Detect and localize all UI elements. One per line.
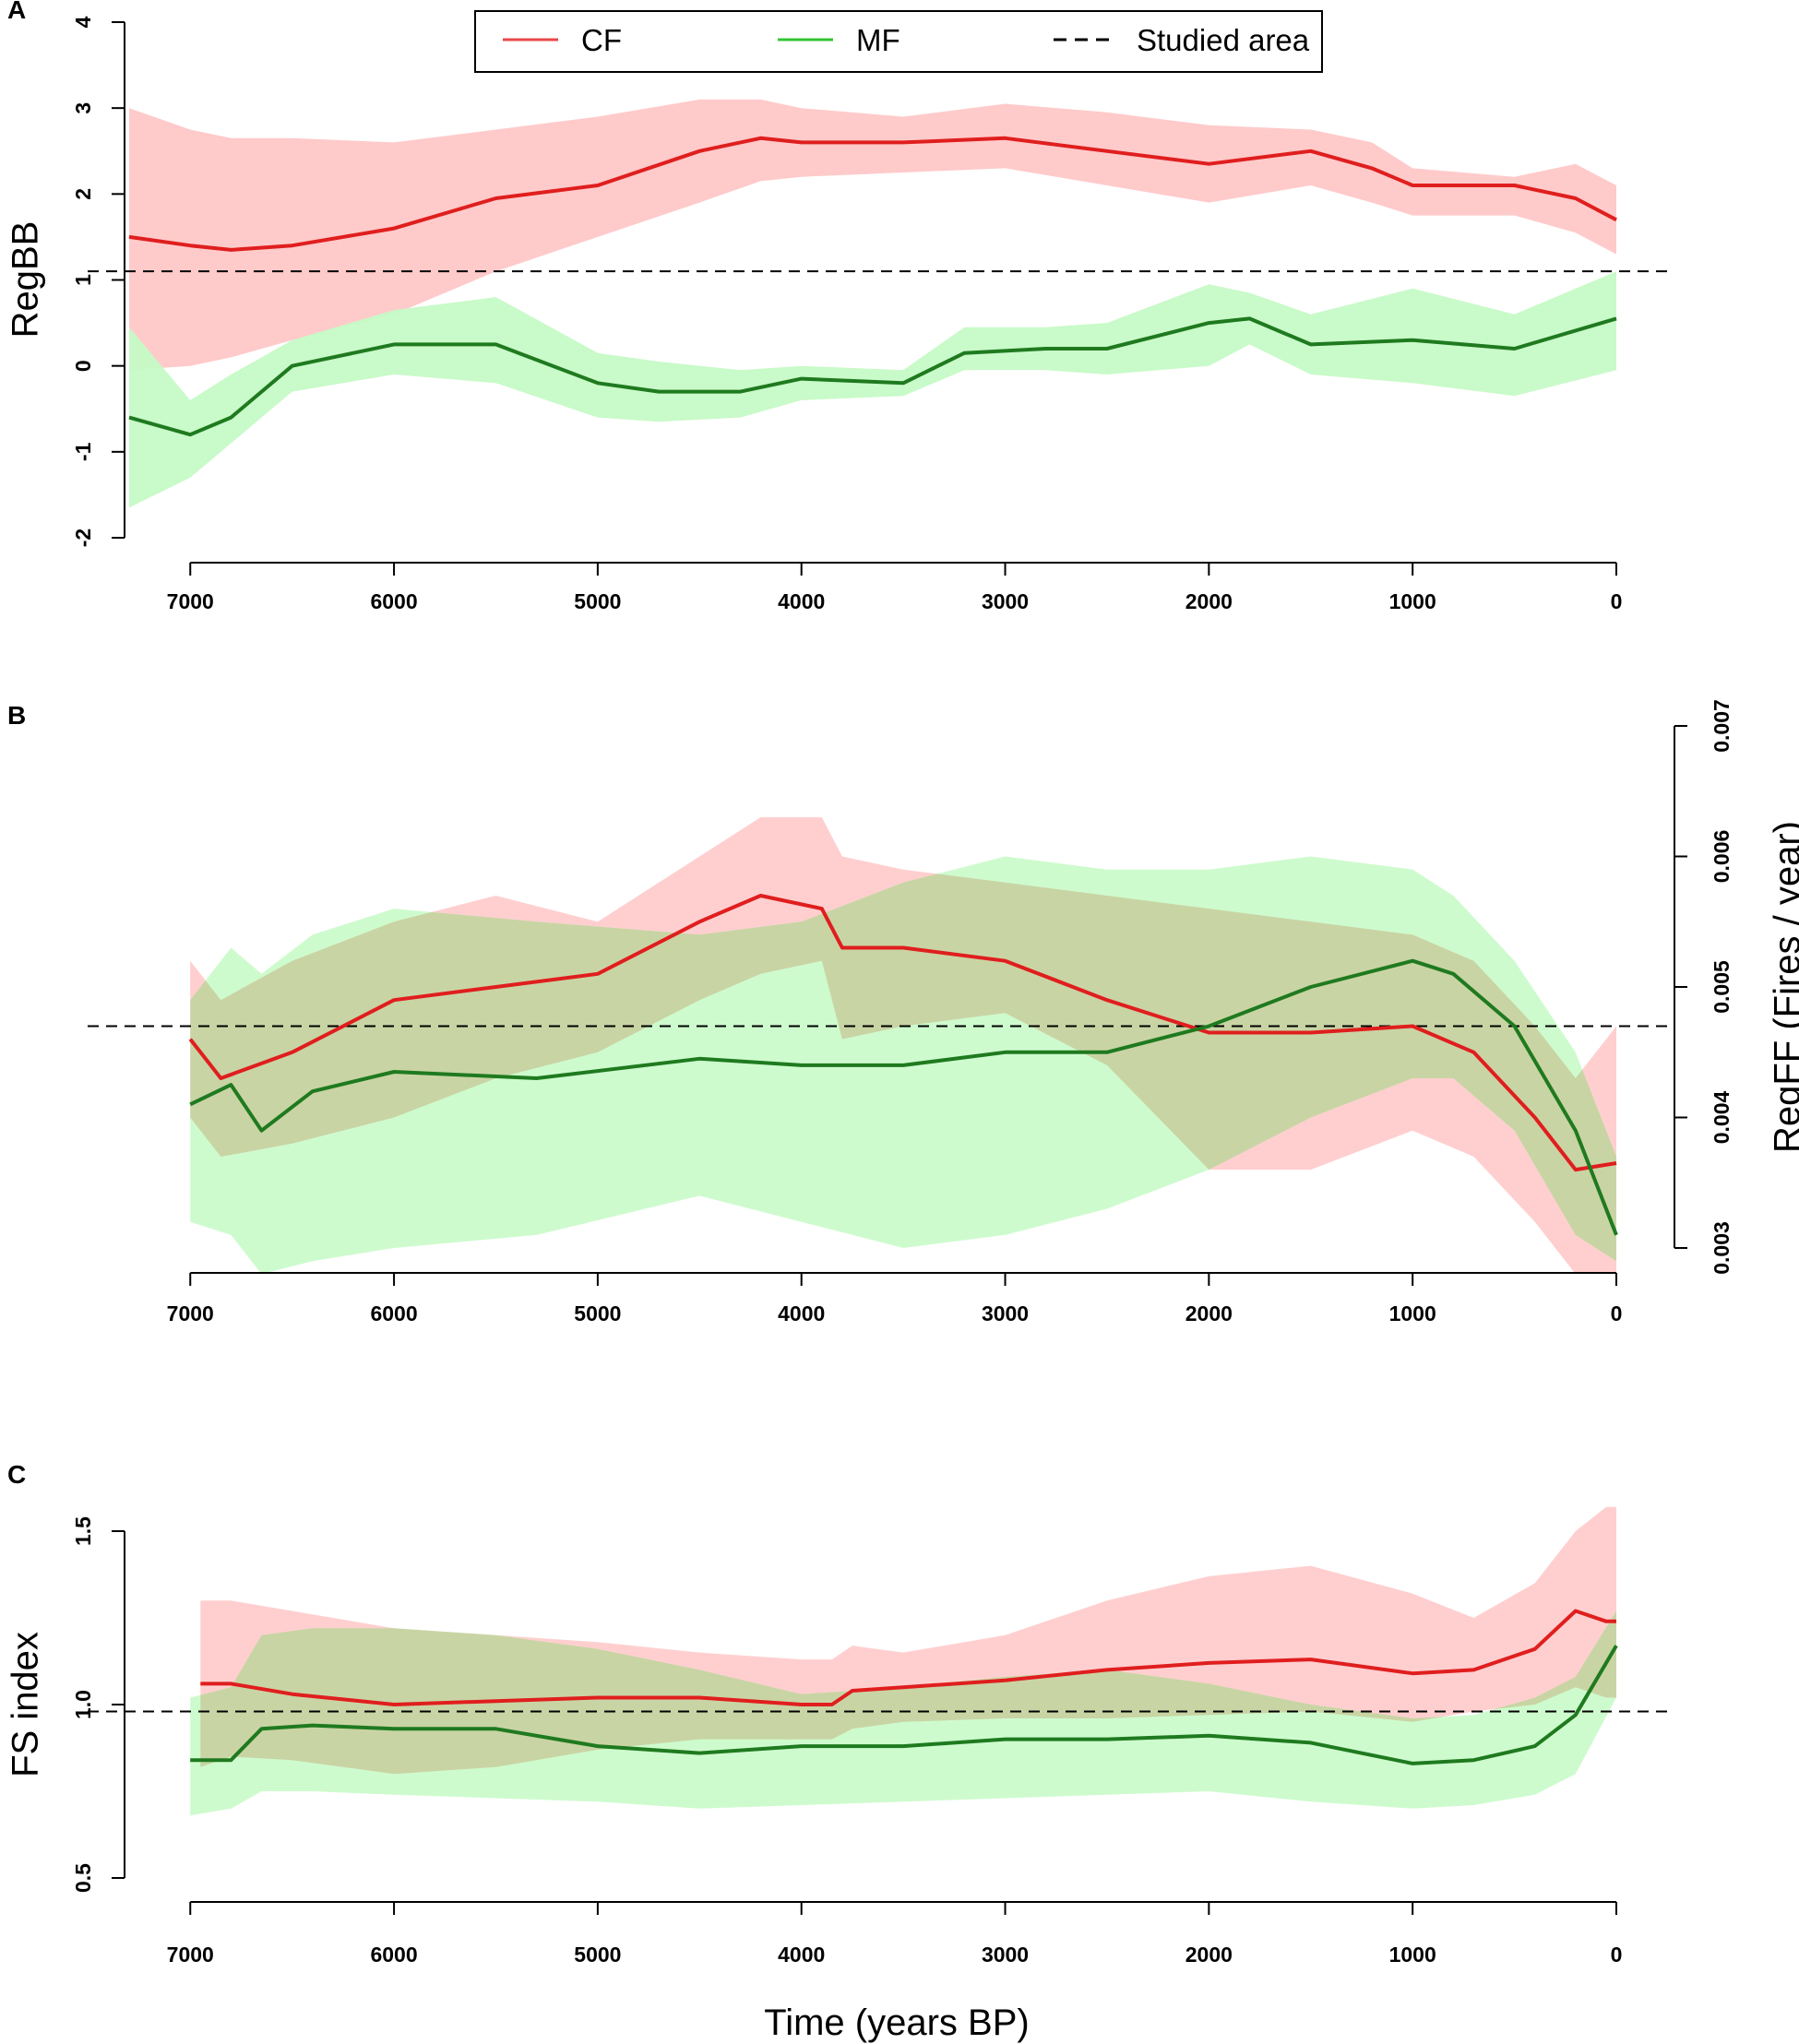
x-tick-label: 4000 — [778, 1943, 825, 1967]
x-tick-label: 6000 — [370, 1301, 417, 1325]
x-tick-label: 4000 — [778, 1301, 825, 1325]
panel-label-a: A — [7, 0, 26, 24]
x-tick-label: 7000 — [167, 1943, 214, 1967]
line-mf-b — [189, 958, 1618, 1236]
y-tick-label: 0.004 — [1710, 1091, 1733, 1145]
y-tick-label: 0.007 — [1710, 699, 1733, 753]
legend-cf-label: CF — [581, 23, 622, 57]
panel-label-c: C — [7, 1460, 26, 1489]
x-tick-label: 2000 — [1185, 1301, 1233, 1325]
line-mf-a — [128, 316, 1617, 437]
line-cf-a — [128, 136, 1617, 252]
x-tick-label: 0 — [1611, 589, 1623, 613]
y-tick-label: 0.006 — [1710, 830, 1733, 884]
x-tick-label: 6000 — [370, 589, 417, 613]
x-tick-label: 5000 — [574, 1943, 621, 1967]
y-axis-title-a: RegBB — [6, 221, 46, 339]
x-tick-label: 5000 — [574, 589, 621, 613]
band-mf-a — [129, 271, 1616, 508]
y-tick-label: 0.003 — [1710, 1221, 1733, 1275]
line-cf-c — [200, 1609, 1616, 1706]
x-tick-label: 0 — [1611, 1943, 1623, 1967]
line-mf-c — [190, 1645, 1618, 1765]
x-axis-title: Time (years BP) — [764, 2002, 1029, 2043]
y-tick-label: 0.5 — [71, 1863, 95, 1893]
x-tick-label: 2000 — [1185, 1943, 1233, 1967]
y-tick-label: 2 — [71, 188, 95, 200]
x-tick-label: 3000 — [982, 589, 1029, 613]
x-tick-label: 2000 — [1185, 589, 1233, 613]
panel-a: 7000 6000 5000 4000 3000 2000 1000 0 -2 -1 0 1 2 3 4 Re… — [6, 0, 1670, 613]
y-axis-title-b: RegFF (Fires / year) — [1768, 821, 1799, 1153]
y-tick-label: 4 — [71, 16, 95, 28]
y-axis-title-c: FS index — [6, 1632, 46, 1777]
legend-box — [474, 10, 1323, 73]
legend: CF MF Studied area — [474, 10, 1323, 73]
band-cf-a — [129, 99, 1616, 371]
legend-ref-label: Studied area — [1137, 23, 1310, 57]
panel-b: 7000 6000 5000 4000 3000 2000 1000 0 0.003 0.004 0… — [7, 699, 1799, 1325]
y-tick-label: 1.5 — [71, 1516, 95, 1546]
x-tick-label: 0 — [1611, 1301, 1623, 1325]
panel-c: 7000 6000 5000 4000 3000 2000 1000 0 0.5 1.0 1.5 FS… — [6, 1460, 1670, 1967]
x-tick-label: 3000 — [982, 1943, 1029, 1967]
x-tick-label: 1000 — [1389, 1301, 1436, 1325]
y-tick-label: -2 — [71, 529, 95, 547]
x-tick-label: 7000 — [167, 589, 214, 613]
x-tick-label: 6000 — [370, 1943, 417, 1967]
line-cf-b — [188, 894, 1617, 1172]
y-tick-label: 3 — [71, 102, 95, 114]
legend-mf-label: MF — [856, 23, 900, 57]
y-tick-label: 1.0 — [71, 1690, 95, 1719]
x-tick-label: 3000 — [982, 1301, 1029, 1325]
y-tick-label: -1 — [71, 442, 95, 461]
y-tick-label: 1 — [71, 274, 95, 286]
x-tick-label: 4000 — [778, 589, 825, 613]
y-tick-label: 0.005 — [1710, 960, 1733, 1014]
panel-label-b: B — [7, 701, 26, 730]
x-tick-label: 7000 — [167, 1301, 214, 1325]
x-tick-label: 1000 — [1389, 589, 1436, 613]
y-tick-label: 0 — [71, 360, 95, 372]
x-tick-label: 5000 — [574, 1301, 621, 1325]
x-tick-label: 1000 — [1389, 1943, 1436, 1967]
